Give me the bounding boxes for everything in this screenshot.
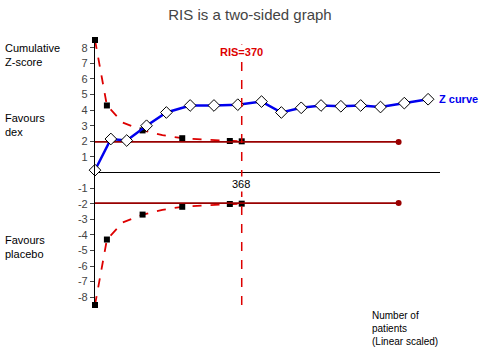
svg-text:7: 7: [82, 57, 88, 69]
svg-text:-7: -7: [78, 275, 88, 287]
svg-text:RIS is a two-sided graph: RIS is a two-sided graph: [168, 6, 331, 23]
svg-text:-4: -4: [78, 229, 88, 241]
svg-text:6: 6: [82, 73, 88, 85]
svg-text:CumulativeZ-score: CumulativeZ-score: [5, 42, 60, 68]
svg-text:Number ofpatients(Linear scale: Number ofpatients(Linear scaled): [372, 310, 438, 347]
svg-text:5: 5: [82, 88, 88, 100]
svg-text:Favoursdex: Favoursdex: [5, 112, 45, 138]
svg-text:-8: -8: [78, 291, 88, 303]
svg-text:-3: -3: [78, 213, 88, 225]
svg-text:-6: -6: [78, 260, 88, 272]
svg-text:Z curve: Z curve: [439, 93, 478, 105]
svg-text:-1: -1: [78, 182, 88, 194]
svg-text:1: 1: [82, 151, 88, 163]
svg-text:-5: -5: [78, 244, 88, 256]
svg-text:RIS=370: RIS=370: [220, 46, 263, 58]
svg-text:-2: -2: [78, 198, 88, 210]
svg-text:2: 2: [82, 135, 88, 147]
svg-text:3: 3: [82, 120, 88, 132]
svg-text:Favoursplacebo: Favoursplacebo: [5, 234, 45, 260]
svg-text:8: 8: [82, 42, 88, 54]
svg-text:368: 368: [232, 178, 250, 190]
svg-text:4: 4: [82, 104, 88, 116]
